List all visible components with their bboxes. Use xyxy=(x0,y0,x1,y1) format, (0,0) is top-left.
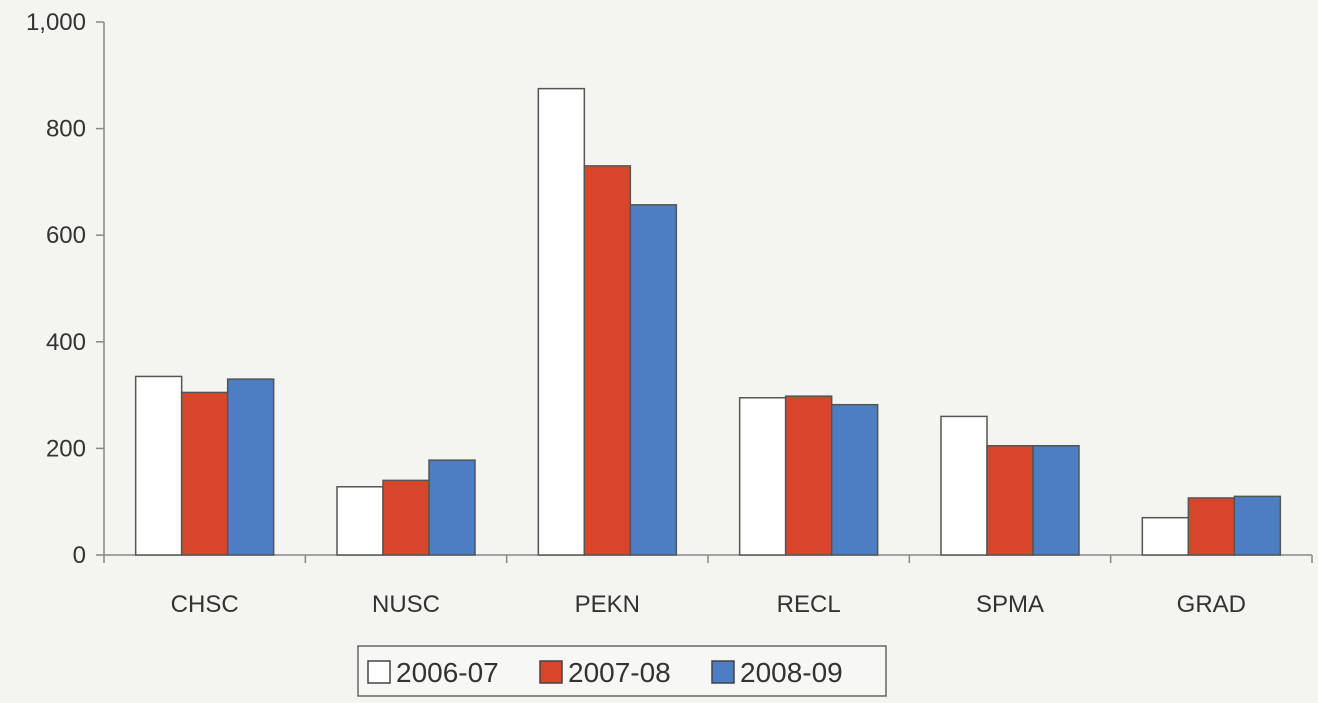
bar-nusc-2007-08 xyxy=(382,479,430,556)
legend: 2006-07 2007-08 2008-09 xyxy=(357,645,887,697)
legend-label: 2006-07 xyxy=(396,657,499,688)
bar-chsc-2008-09 xyxy=(226,378,275,556)
bar-recl-2008-09 xyxy=(830,403,879,556)
bar-recl-2006-07 xyxy=(738,397,787,556)
y-tick-label: 600 xyxy=(46,222,86,249)
legend-label: 2008-09 xyxy=(740,657,843,688)
x-tick-label: SPMA xyxy=(976,591,1044,618)
x-tick-label: GRAD xyxy=(1177,591,1246,618)
bar-pekn-2008-09 xyxy=(629,204,678,556)
bar-chsc-2006-07 xyxy=(134,375,183,556)
bar-chsc-2007-08 xyxy=(180,391,229,556)
bars xyxy=(134,87,1282,556)
axes xyxy=(96,21,1313,563)
x-tick-label: CHSC xyxy=(171,591,239,618)
bar-pekn-2007-08 xyxy=(583,165,632,556)
y-tick-label: 400 xyxy=(46,329,86,356)
bar-pekn-2006-07 xyxy=(537,87,586,556)
bar-grad-2008-09 xyxy=(1233,495,1282,556)
bar-grad-2006-07 xyxy=(1141,516,1190,556)
legend-swatch xyxy=(367,660,391,684)
y-tick-label: 1,000 xyxy=(26,9,86,36)
y-tick-label: 0 xyxy=(73,542,86,569)
bar-nusc-2008-09 xyxy=(428,459,476,556)
bar-recl-2007-08 xyxy=(784,395,833,556)
x-tick-label: PEKN xyxy=(575,591,640,618)
legend-label: 2007-08 xyxy=(568,657,671,688)
legend-swatch xyxy=(539,660,563,684)
bar-nusc-2006-07 xyxy=(336,486,384,556)
x-tick-label: RECL xyxy=(777,591,841,618)
bar-spma-2008-09 xyxy=(1032,444,1080,556)
y-tick-label: 200 xyxy=(46,435,86,462)
y-tick-label: 800 xyxy=(46,116,86,143)
bar-grad-2007-08 xyxy=(1187,497,1236,556)
bar-spma-2006-07 xyxy=(940,415,988,556)
bar-spma-2007-08 xyxy=(986,444,1034,556)
labels: 0 200 400 600 800 1,000 CHSC NUSC PEKN RECL SPMA GR… xyxy=(26,9,1246,618)
legend-swatch xyxy=(711,660,735,684)
legend-box xyxy=(357,645,887,697)
x-tick-label: NUSC xyxy=(372,591,440,618)
